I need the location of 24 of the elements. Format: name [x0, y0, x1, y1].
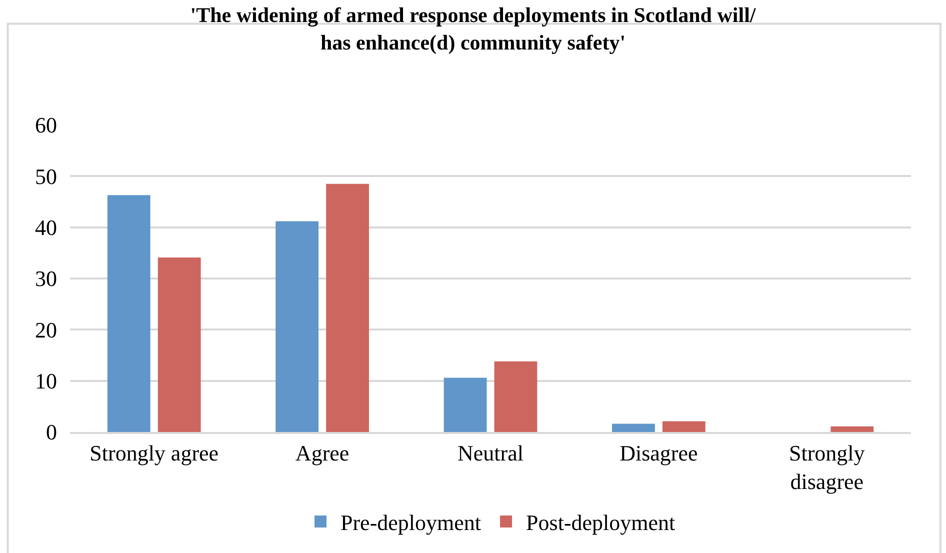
bar: [494, 361, 538, 432]
y-tick-label: 20: [35, 317, 57, 342]
bar: [830, 426, 874, 432]
x-tick-label: Disagree: [620, 440, 698, 466]
x-tick-label: Neutral: [458, 440, 524, 466]
legend-label: Pre-deployment: [340, 510, 482, 536]
bar: [444, 378, 487, 432]
y-tick-label: 60: [35, 112, 57, 138]
chart-title: 'The widening of armed response deployments in Scotland will/ has enhance(d) community safety': [190, 3, 757, 54]
bar: [612, 424, 655, 432]
x-tick-label: Strongly disagree: [789, 440, 865, 494]
bar: [107, 195, 150, 432]
y-tick-label: 40: [35, 215, 57, 240]
x-tick-label: Agree: [295, 440, 350, 466]
y-tick-label: 30: [35, 266, 57, 292]
y-tick-label: 50: [35, 164, 57, 189]
y-tick-label: 0: [46, 420, 57, 445]
bar: [158, 258, 201, 432]
x-tick-label: Strongly agree: [90, 440, 219, 466]
bar: [662, 421, 706, 432]
bar: [276, 221, 319, 432]
legend-label: Post-deployment: [526, 510, 676, 536]
y-tick-label: 10: [35, 368, 57, 394]
bar: [326, 184, 369, 432]
